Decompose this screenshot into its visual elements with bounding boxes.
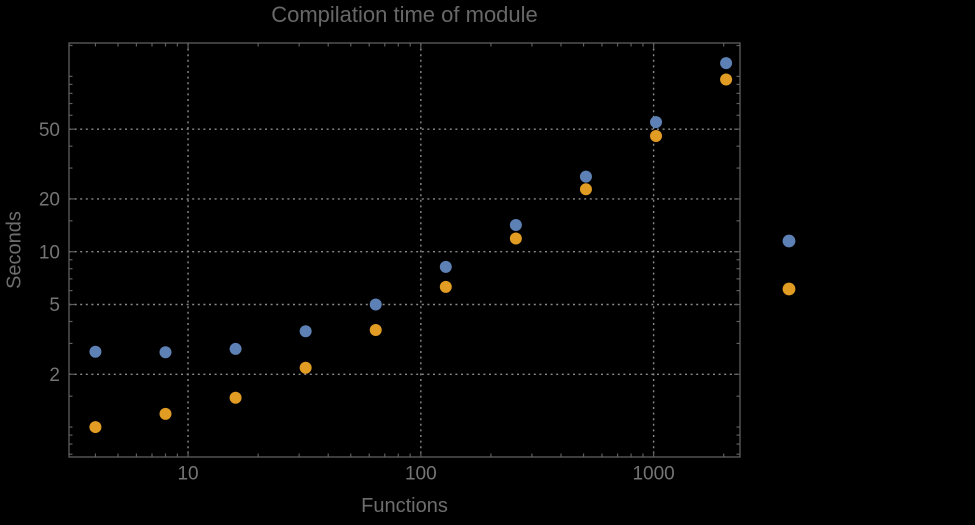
data-point-series-1-blue [650,116,663,129]
data-point-series-2-orange [439,280,452,293]
y-tick-label: 50 [39,120,60,141]
x-tick-label: 10 [177,464,198,485]
y-tick-label: 20 [39,190,60,211]
y-tick-label: 5 [49,295,60,316]
data-point-series-2-orange [579,183,592,196]
data-point-series-2-orange [229,391,242,404]
data-point-series-1-blue [369,298,382,311]
data-point-series-1-blue [579,170,592,183]
chart-title: Compilation time of module [271,2,538,27]
data-point-series-2-orange [299,361,312,374]
legend-marker-series-1-blue [782,234,796,248]
x-axis-label: Functions [361,495,448,517]
x-tick-label: 100 [405,464,437,485]
data-point-series-2-orange [650,130,663,143]
y-tick-label: 2 [49,365,60,386]
plot-frame [68,42,741,458]
y-tick-label: 10 [39,242,60,263]
data-point-series-2-orange [89,421,102,434]
data-point-series-1-blue [159,346,172,359]
data-point-series-1-blue [89,345,102,358]
data-point-series-1-blue [439,260,452,273]
legend-marker-series-2-orange [782,282,796,296]
x-tick-label: 1000 [632,464,674,485]
data-point-series-2-orange [159,407,172,420]
data-point-series-1-blue [299,325,312,338]
data-point-series-1-blue [509,219,522,232]
data-point-series-1-blue [229,342,242,355]
data-point-series-2-orange [369,323,382,336]
data-point-series-1-blue [720,57,733,70]
data-point-series-2-orange [720,73,733,86]
data-point-series-2-orange [509,232,522,245]
